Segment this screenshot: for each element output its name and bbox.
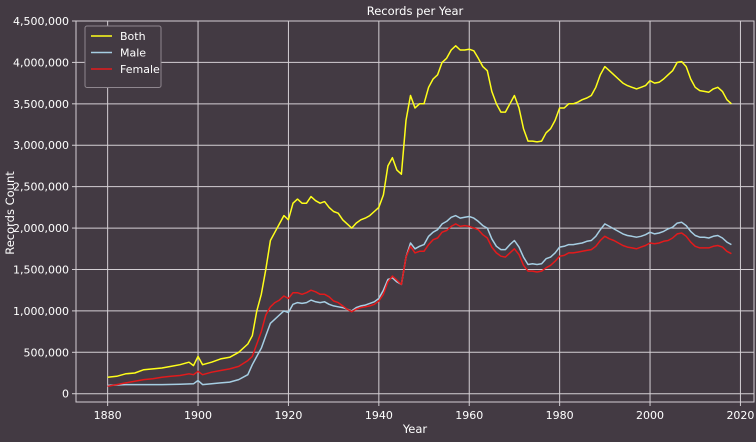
x-tick-label: 1920 — [274, 409, 302, 422]
plot-border — [75, 20, 755, 403]
y-tick-label: 2,000,000 — [13, 222, 69, 235]
legend-label-female: Female — [120, 63, 160, 76]
y-tick-label: 3,000,000 — [13, 139, 69, 152]
y-tick-label: 4,500,000 — [13, 15, 69, 28]
grid — [76, 20, 754, 402]
y-tick-label: 0 — [62, 388, 69, 401]
x-tick-label: 1960 — [455, 409, 483, 422]
y-tick-label: 1,000,000 — [13, 305, 69, 318]
x-tick-label: 1940 — [365, 409, 393, 422]
series-line-male — [107, 214, 732, 387]
y-tick-label: 1,500,000 — [13, 263, 69, 276]
x-axis-title: Year — [402, 422, 428, 436]
series-line-female — [107, 223, 732, 388]
x-axis: 1880 1900 1920 1940 1960 1980 2000 2020 — [94, 402, 754, 422]
y-axis-title: Records Count — [3, 171, 17, 255]
y-tick-label: 500,000 — [24, 346, 70, 359]
legend: Both Male Female — [84, 25, 162, 88]
series-layer — [107, 45, 732, 388]
x-tick-label: 1980 — [546, 409, 574, 422]
legend-label-male: Male — [120, 47, 146, 60]
legend-box — [84, 25, 162, 88]
y-tick-label: 2,500,000 — [13, 181, 69, 194]
x-tick-label: 1900 — [184, 409, 212, 422]
y-tick-label: 3,500,000 — [13, 98, 69, 111]
chart-title: Records per Year — [367, 4, 464, 18]
y-tick-label: 4,000,000 — [13, 56, 69, 69]
x-tick-label: 2020 — [726, 409, 754, 422]
x-tick-label: 2000 — [636, 409, 664, 422]
y-axis: 0 500,000 1,000,000 1,500,000 2,000,000 2,500… — [13, 15, 76, 401]
plot-frame — [75, 20, 755, 403]
series-line-both — [107, 45, 732, 378]
x-tick-label: 1880 — [94, 409, 122, 422]
legend-label-both: Both — [120, 30, 146, 43]
